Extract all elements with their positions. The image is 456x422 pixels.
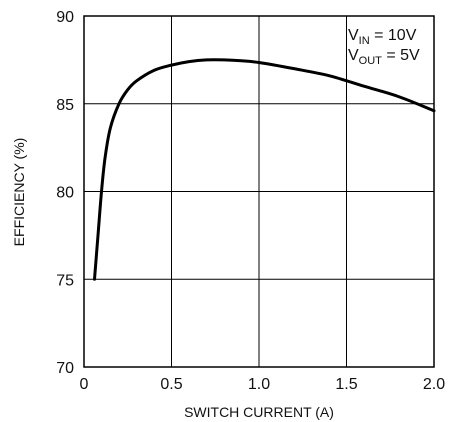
y-axis-label: EFFICIENCY (%) [11, 138, 27, 247]
y-tick-label-70: 70 [56, 360, 74, 377]
x-tick-label-1.0: 1.0 [248, 376, 270, 393]
vout-annotation: VOUT = 5V [348, 47, 420, 67]
plot-frame [83, 15, 435, 368]
y-tick-label-80: 80 [56, 185, 74, 202]
x-tick-label-0.5: 0.5 [160, 376, 182, 393]
x-tick-labels: 0 0.5 1.0 1.5 2.0 [80, 376, 446, 393]
y-tick-label-90: 90 [56, 9, 74, 26]
efficiency-curve [93, 58, 436, 281]
x-tick-label-2.0: 2.0 [423, 376, 445, 393]
x-tick-label-0: 0 [80, 376, 89, 393]
vin-annotation: VIN = 10V [348, 27, 417, 47]
y-tick-label-75: 75 [56, 272, 74, 289]
x-axis-label: SWITCH CURRENT (A) [184, 404, 334, 420]
y-tick-label-85: 85 [56, 97, 74, 114]
x-tick-label-1.5: 1.5 [335, 376, 357, 393]
grid-lines [83, 15, 435, 368]
y-tick-labels: 90 85 80 75 70 [56, 9, 74, 377]
